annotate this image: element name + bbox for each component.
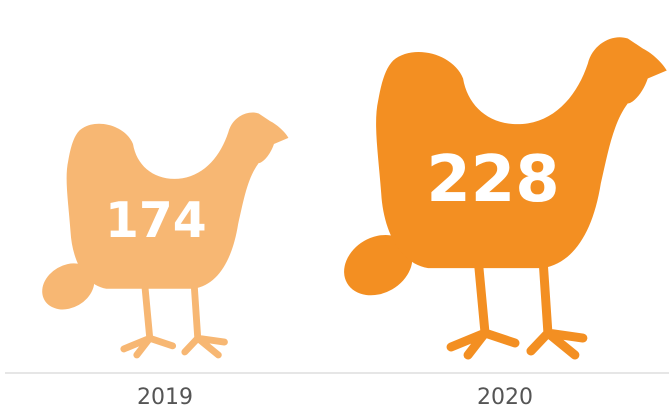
page: 17420192282020 (() => { const data = JSO… [0, 0, 669, 412]
chart: 174 2019 228 2020 [0, 0, 669, 412]
legs [124, 281, 225, 355]
x-tick-label: 2020 [477, 385, 533, 410]
x-tick-label: 2019 [137, 385, 193, 410]
chicken: 174 [34, 112, 289, 355]
legs [451, 258, 583, 355]
data-label: 174 [105, 193, 207, 249]
data-label: 228 [426, 143, 559, 217]
chicken: 228 [333, 37, 667, 355]
